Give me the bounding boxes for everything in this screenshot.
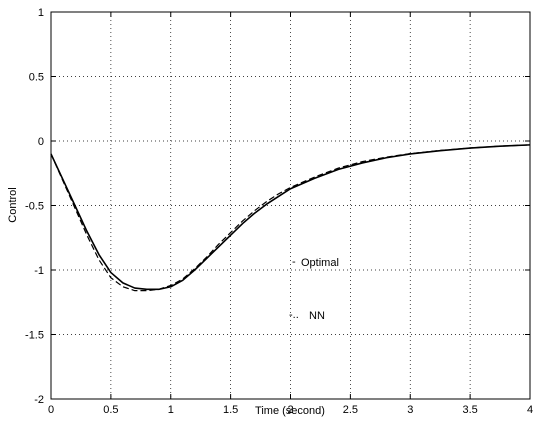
legend-label-optimal: Optimal bbox=[301, 257, 339, 269]
x-tick-label: 0 bbox=[48, 404, 54, 416]
y-tick-label: -1.5 bbox=[25, 330, 44, 342]
y-tick-label: -1 bbox=[34, 265, 44, 277]
x-tick-label: 2 bbox=[287, 404, 293, 416]
x-tick-label: 0.5 bbox=[103, 404, 118, 416]
x-axis-label: Time (second) bbox=[255, 405, 325, 417]
legend-marker-nn: -.. bbox=[289, 309, 299, 321]
x-axis-ticks: 0 0.5 1 1.5 2 2.5 3 3.5 4 bbox=[48, 12, 533, 416]
series-line-nn bbox=[50, 144, 531, 292]
x-tick-label: 3 bbox=[407, 404, 413, 416]
y-tick-label: -2 bbox=[34, 394, 44, 406]
x-tick-label: 2.5 bbox=[343, 404, 358, 416]
plot-frame bbox=[50, 11, 531, 400]
y-tick-label: 1 bbox=[38, 7, 44, 19]
x-tick-label: 3.5 bbox=[462, 404, 477, 416]
data-series bbox=[50, 144, 531, 292]
x-tick-label: 1 bbox=[168, 404, 174, 416]
y-tick-label: 0.5 bbox=[29, 72, 44, 84]
legend: - Optimal -.. NN bbox=[289, 256, 339, 322]
y-axis-label: Control bbox=[7, 187, 19, 222]
y-tick-label: 0 bbox=[38, 136, 44, 148]
y-tick-label: -0.5 bbox=[25, 201, 44, 213]
y-axis-ticks: 1 0.5 0 -0.5 -1 -1.5 -2 bbox=[25, 7, 530, 406]
x-tick-label: 1.5 bbox=[223, 404, 238, 416]
legend-label-nn: NN bbox=[309, 310, 325, 322]
legend-marker-optimal: - bbox=[292, 256, 296, 268]
grid-lines bbox=[51, 12, 530, 399]
x-tick-label: 4 bbox=[527, 404, 533, 416]
